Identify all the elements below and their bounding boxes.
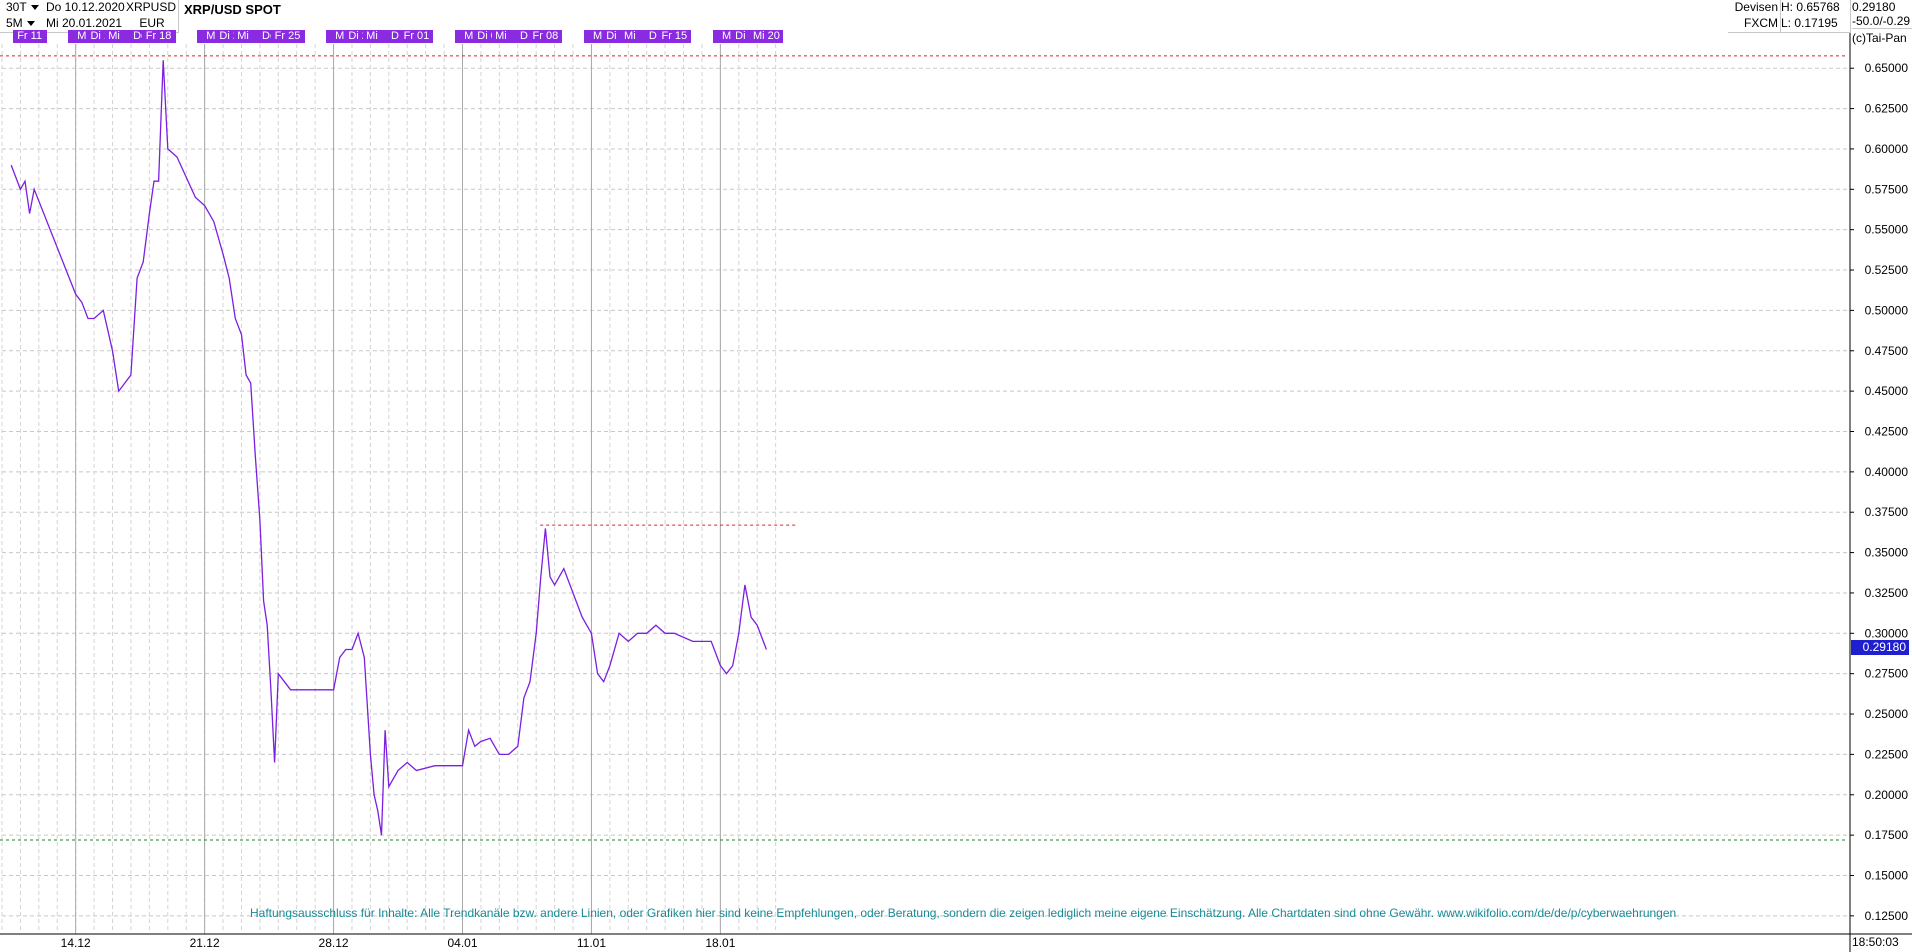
y-tick-label: 0.55000 bbox=[1865, 223, 1909, 237]
y-tick-label: 0.25000 bbox=[1865, 707, 1909, 721]
currency-value: EUR bbox=[139, 16, 165, 30]
y-tick-label: 0.47500 bbox=[1865, 344, 1909, 358]
x-tick-label: 11.01 bbox=[577, 936, 606, 950]
currency-field: EUR bbox=[126, 16, 179, 33]
date-to-value: Mi 20.01.2021 bbox=[46, 16, 123, 30]
y-tick-label: 0.62500 bbox=[1865, 102, 1909, 116]
date-from[interactable]: Do 10.12.2020 bbox=[44, 0, 127, 17]
x-tick-label: 28.12 bbox=[319, 936, 349, 950]
y-tick-label: 0.22500 bbox=[1865, 747, 1909, 761]
y-tick-label: 0.17500 bbox=[1865, 828, 1909, 842]
day-tab: Fr 25 bbox=[270, 30, 305, 43]
x-tick-label: 14.12 bbox=[61, 936, 91, 950]
day-tab: Mi 20 bbox=[749, 30, 784, 43]
day-tab: Fr 15 bbox=[657, 30, 692, 43]
high-label: H: 0.65768 bbox=[1781, 0, 1851, 17]
y-tick-label: 0.40000 bbox=[1865, 465, 1909, 479]
x-tick-label: 21.12 bbox=[190, 936, 220, 950]
last-value: 0.29180 bbox=[1852, 0, 1912, 15]
y-tick-label: 0.65000 bbox=[1865, 61, 1909, 75]
day-tab: Fr 18 bbox=[141, 30, 176, 43]
symbol-value: XRPUSD bbox=[126, 0, 177, 14]
y-tick-label: 0.50000 bbox=[1865, 303, 1909, 317]
change-value: -50.0/-0.29 bbox=[1852, 14, 1912, 29]
day-tab: Fr 01 bbox=[399, 30, 434, 43]
date-from-value: Do 10.12.2020 bbox=[46, 0, 125, 14]
y-tick-label: 0.57500 bbox=[1865, 182, 1909, 196]
clock-label: 18:50:03 bbox=[1852, 935, 1899, 949]
y-tick-label: 0.52500 bbox=[1865, 263, 1909, 277]
x-tick-label: 04.01 bbox=[447, 936, 477, 950]
y-tick-label: 0.32500 bbox=[1865, 586, 1909, 600]
y-tick-label: 0.45000 bbox=[1865, 384, 1909, 398]
y-tick-label: 0.60000 bbox=[1865, 142, 1909, 156]
y-tick-label: 0.20000 bbox=[1865, 788, 1909, 802]
low-label: L: 0.17195 bbox=[1781, 16, 1851, 33]
y-tick-label: 0.37500 bbox=[1865, 505, 1909, 519]
x-tick-label: 18.01 bbox=[705, 936, 735, 950]
price-series-line bbox=[10, 60, 768, 836]
last-price-tag: 0.29180 bbox=[1851, 639, 1909, 655]
y-tick-label: 0.27500 bbox=[1865, 667, 1909, 681]
y-tick-label: 0.35000 bbox=[1865, 546, 1909, 560]
chart-title: XRP/USD SPOT bbox=[184, 2, 281, 17]
chevron-down-icon bbox=[30, 5, 39, 11]
category-label: Devisen bbox=[1728, 0, 1781, 17]
y-axis: 0.12500 0.15000 0.17500 0.20000 0.22500 0.250… bbox=[1850, 61, 1908, 923]
y-tick-label: 0.15000 bbox=[1865, 868, 1909, 882]
day-tab: Fr 08 bbox=[528, 30, 563, 43]
day-tab: Fr 11 bbox=[12, 30, 47, 43]
copyright-label: (c)Tai-Pan bbox=[1852, 31, 1907, 45]
x-axis: 14.12 21.12 28.12 04.01 11.01 18.01 bbox=[61, 936, 736, 950]
symbol-field[interactable]: XRPUSD bbox=[126, 0, 179, 17]
y-tick-label: 0.12500 bbox=[1865, 909, 1909, 923]
y-tick-label: 0.42500 bbox=[1865, 424, 1909, 438]
chart-grid bbox=[1, 44, 1848, 934]
disclaimer-text: Haftungsausschluss für Inhalte: Alle Tre… bbox=[250, 906, 1677, 920]
interval-2-value: 5M bbox=[6, 16, 23, 30]
interval-1-value: 30T bbox=[6, 0, 27, 14]
chevron-down-icon bbox=[26, 21, 35, 27]
y-tick-label: 0.30000 bbox=[1865, 626, 1909, 640]
source-label: FXCM bbox=[1728, 16, 1781, 33]
